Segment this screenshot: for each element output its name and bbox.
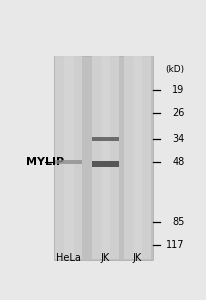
Text: JK: JK [101, 253, 110, 263]
Bar [133, 56, 142, 260]
Bar [92, 56, 119, 260]
Bar [101, 56, 110, 260]
Bar [55, 160, 82, 164]
Bar [124, 56, 151, 260]
Text: 19: 19 [172, 85, 185, 95]
Text: JK: JK [133, 253, 142, 263]
Text: (kD): (kD) [165, 65, 185, 74]
Text: 26: 26 [172, 108, 185, 118]
Bar [64, 56, 74, 260]
Text: MYLIP: MYLIP [26, 157, 64, 167]
Text: HeLa: HeLa [56, 253, 81, 263]
Bar [55, 56, 82, 260]
Text: 85: 85 [172, 217, 185, 227]
Bar [92, 137, 119, 141]
Bar [92, 161, 119, 167]
Text: 34: 34 [172, 134, 185, 144]
Text: 117: 117 [166, 240, 185, 250]
Bar [54, 56, 153, 260]
Text: 48: 48 [172, 157, 185, 167]
